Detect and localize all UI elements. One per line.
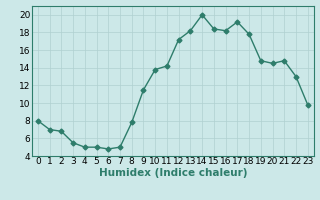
X-axis label: Humidex (Indice chaleur): Humidex (Indice chaleur) [99, 168, 247, 178]
